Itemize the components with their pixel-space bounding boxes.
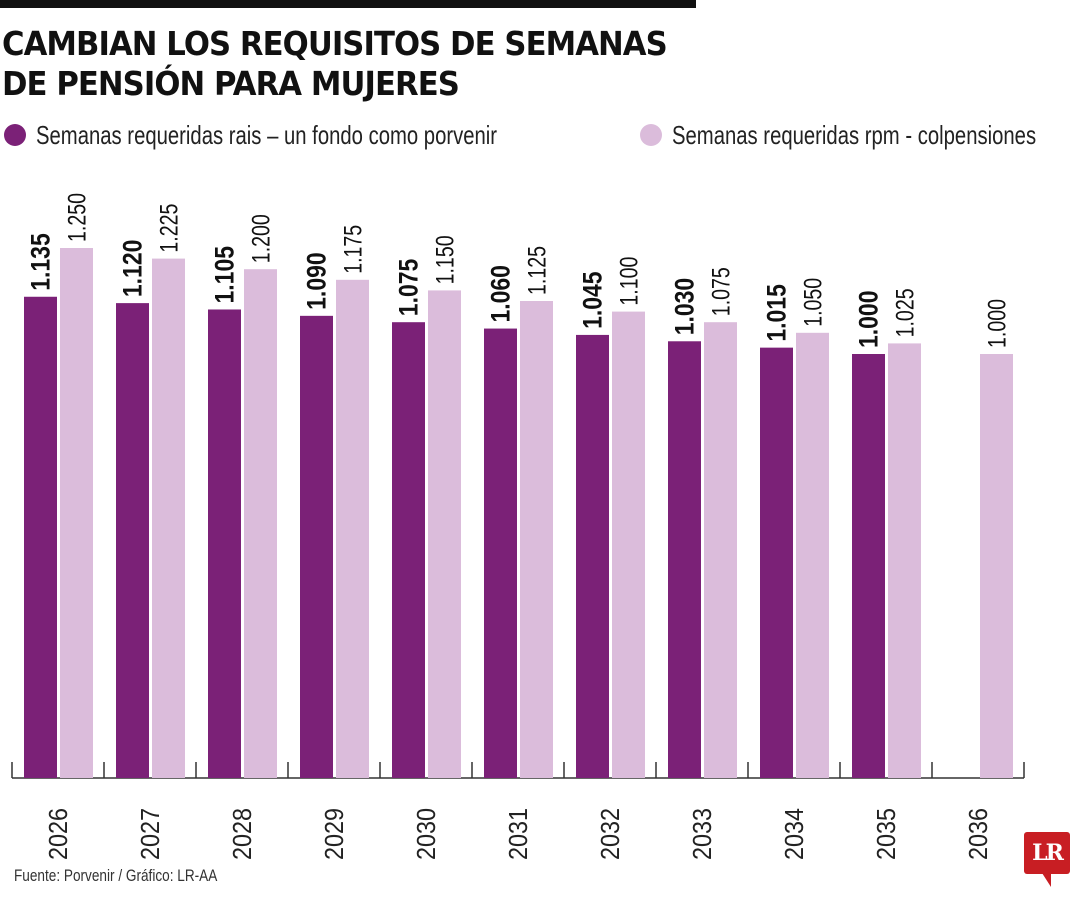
x-tick-label-2027: 2027 bbox=[135, 808, 165, 860]
bar-rais-2035 bbox=[852, 354, 885, 778]
data-label-rais-2035: 1.000 bbox=[854, 291, 884, 349]
data-label-rais-2033: 1.030 bbox=[670, 278, 700, 336]
title-line-2: DE PENSIÓN PARA MUJERES bbox=[2, 64, 460, 103]
bar-rpm-2032 bbox=[612, 311, 645, 778]
x-tick-label-2029: 2029 bbox=[319, 808, 349, 860]
x-tick-label-2033: 2033 bbox=[687, 808, 717, 860]
bar-rpm-2026 bbox=[60, 248, 93, 778]
source-note: Fuente: Porvenir / Gráfico: LR-AA bbox=[14, 866, 218, 885]
legend-item-rpm: Semanas requeridas rpm - colpensiones bbox=[640, 117, 1080, 153]
data-label-rpm-2030: 1.150 bbox=[432, 235, 460, 284]
bar-rpm-2035 bbox=[888, 343, 921, 778]
legend-dot-rpm-icon bbox=[640, 124, 662, 146]
bar-rais-2028 bbox=[208, 309, 241, 778]
bar-rais-2033 bbox=[668, 341, 701, 778]
x-tick-label-2034: 2034 bbox=[779, 808, 809, 860]
bar-rais-2030 bbox=[392, 322, 425, 778]
data-label-rpm-2034: 1.050 bbox=[800, 278, 828, 327]
data-label-rais-2032: 1.045 bbox=[578, 271, 608, 329]
data-label-rais-2026: 1.135 bbox=[26, 233, 56, 291]
lr-logo-icon: LR bbox=[1024, 832, 1070, 874]
bar-rpm-2033 bbox=[704, 322, 737, 778]
data-label-rpm-2032: 1.100 bbox=[616, 257, 644, 306]
bar-rpm-2034 bbox=[796, 332, 829, 778]
title-line-1: CAMBIAN LOS REQUISITOS DE SEMANAS bbox=[2, 24, 668, 63]
chart-title: CAMBIAN LOS REQUISITOS DE SEMANAS DE PEN… bbox=[2, 24, 672, 104]
data-label-rpm-2036: 1.000 bbox=[984, 299, 1012, 348]
x-tick-label-2032: 2032 bbox=[595, 808, 625, 860]
bar-rpm-2029 bbox=[336, 279, 369, 778]
x-tick-label-2028: 2028 bbox=[227, 808, 257, 860]
bar-chart: 1.135 1.250 2026 1.120 1.225 2027 1.105 1.200 20… bbox=[11, 193, 1025, 860]
data-label-rpm-2035: 1.025 bbox=[892, 288, 920, 337]
data-label-rpm-2029: 1.175 bbox=[340, 225, 368, 274]
x-tick-label-2031: 2031 bbox=[503, 808, 533, 860]
data-label-rpm-2033: 1.075 bbox=[708, 267, 736, 316]
data-label-rais-2027: 1.120 bbox=[118, 240, 148, 298]
lr-logo-tail bbox=[1042, 873, 1051, 887]
data-label-rais-2031: 1.060 bbox=[486, 265, 516, 323]
x-tick-label-2026: 2026 bbox=[43, 808, 73, 860]
bar-rais-2032 bbox=[576, 334, 609, 778]
legend-item-rais: Semanas requeridas rais – un fondo como … bbox=[4, 117, 627, 153]
bar-rais-2026 bbox=[24, 296, 57, 778]
bar-rais-2029 bbox=[300, 315, 333, 778]
legend-dot-rais-icon bbox=[4, 124, 26, 146]
data-label-rais-2028: 1.105 bbox=[210, 246, 240, 303]
bar-rpm-2031 bbox=[520, 301, 553, 778]
data-label-rais-2034: 1.015 bbox=[762, 284, 792, 342]
bar-rpm-2027 bbox=[152, 258, 185, 779]
data-label-rais-2030: 1.075 bbox=[394, 259, 424, 317]
bar-rpm-2028 bbox=[244, 269, 277, 778]
x-tick-label-2035: 2035 bbox=[871, 808, 901, 860]
data-label-rais-2029: 1.090 bbox=[302, 252, 332, 310]
legend-label-rpm: Semanas requeridas rpm - colpensiones bbox=[672, 119, 1037, 150]
bar-rais-2034 bbox=[760, 347, 793, 778]
bar-rais-2027 bbox=[116, 303, 149, 778]
data-label-rpm-2031: 1.125 bbox=[524, 246, 552, 295]
data-label-rpm-2027: 1.225 bbox=[156, 204, 184, 253]
x-tick-label-2036: 2036 bbox=[963, 808, 993, 860]
bar-rpm-2030 bbox=[428, 290, 461, 778]
x-tick-label-2030: 2030 bbox=[411, 808, 441, 860]
legend-label-rais: Semanas requeridas rais – un fondo como … bbox=[36, 119, 498, 150]
data-label-rpm-2028: 1.200 bbox=[248, 214, 276, 263]
top-rule bbox=[0, 0, 696, 8]
data-label-rpm-2026: 1.250 bbox=[64, 193, 92, 242]
bar-rpm-2036 bbox=[980, 354, 1013, 778]
bar-rais-2031 bbox=[484, 328, 517, 778]
